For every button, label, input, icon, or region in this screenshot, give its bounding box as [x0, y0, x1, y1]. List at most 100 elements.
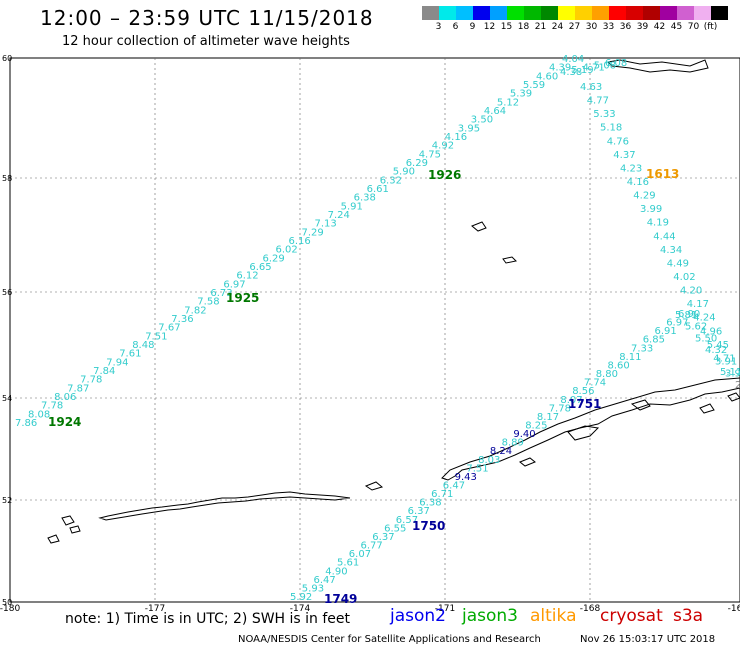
altika-wave-value: 4.34 — [660, 245, 682, 256]
jason2-wave-value: 6.55 — [384, 523, 406, 534]
aleutian-chain — [98, 491, 351, 521]
jason2-wave-value: 9.43 — [455, 472, 477, 483]
jason3-wave-value: 8.06 — [54, 392, 76, 403]
jason3-wave-value: 7.13 — [315, 219, 337, 230]
jason2-wave-value: 6.07 — [349, 549, 371, 560]
jason2-wave-value: 3.97 — [725, 368, 740, 379]
altika-wave-value: 4.29 — [633, 191, 655, 202]
jason2-wave-value: 7.74 — [584, 378, 606, 389]
color-scale-label: 27 — [568, 22, 581, 32]
jason3-wave-value: 7.78 — [80, 375, 102, 386]
jason3-wave-value: 7.86 — [15, 418, 37, 429]
color-scale-label: 33 — [602, 22, 615, 32]
island-6 — [364, 481, 384, 491]
color-scale-bar — [422, 6, 728, 20]
lon-tick-label: -174 — [290, 604, 311, 614]
color-swatch — [609, 6, 626, 20]
pass-number-label: 1751 — [568, 397, 601, 411]
altika-wave-value: 5.45 — [707, 340, 729, 351]
lat-tick-label: 60 — [2, 54, 12, 63]
jason2-wave-value: 6.47 — [314, 575, 336, 586]
jason2-wave-value: 8.56 — [572, 386, 594, 397]
island-7 — [61, 515, 75, 526]
color-swatch — [592, 6, 609, 20]
color-swatch — [660, 6, 677, 20]
pass-number-label: 1924 — [48, 415, 81, 429]
jason2-wave-value: 6.37 — [408, 506, 430, 517]
jason2-wave-value: 5.93 — [302, 583, 324, 594]
color-scale-label: 21 — [534, 22, 547, 32]
jason2-wave-value: 8.17 — [537, 412, 559, 423]
color-swatch — [507, 6, 524, 20]
jason2-wave-value: 8.89 — [502, 438, 524, 449]
jason2-wave-value: 8.07 — [560, 395, 582, 406]
jason2-wave-value: 8.80 — [596, 369, 618, 380]
jason3-wave-value: 7.82 — [184, 305, 206, 316]
altika-wave-value: 4.20 — [680, 286, 702, 297]
lat-tick-label: 54 — [2, 394, 12, 403]
jason3-wave-value: 6.12 — [236, 271, 258, 282]
jason3-wave-value: 6.16 — [289, 236, 311, 247]
lon-tick-label: -180 — [0, 604, 20, 614]
altika-wave-value: 5.19 — [571, 65, 593, 76]
legend-jason3: jason3 — [462, 606, 518, 626]
island-11 — [727, 392, 740, 402]
jason3-wave-value: 4.92 — [432, 141, 454, 152]
timestamp: Nov 26 15:03:17 UTC 2018 — [580, 634, 716, 645]
island-5 — [519, 457, 536, 467]
jason3-wave-value: 8.08 — [28, 409, 50, 420]
jason2-wave-value: 7.51 — [466, 463, 488, 474]
island-3 — [567, 425, 600, 441]
altika-wave-value: 5.08 — [594, 60, 616, 71]
jason2-wave-value: 6.91 — [655, 326, 677, 337]
jason2-wave-value: 6.47 — [443, 481, 465, 492]
jason3-wave-value: 7.29 — [302, 227, 324, 238]
jason3-wave-value: 6.61 — [367, 184, 389, 195]
color-swatch — [626, 6, 643, 20]
pass-number-label: 1926 — [428, 168, 461, 182]
jason3-wave-value: 8.48 — [132, 340, 154, 351]
island-4 — [630, 399, 651, 411]
color-scale-label: 24 — [551, 22, 564, 32]
jason3-wave-value: 4.75 — [419, 149, 441, 160]
color-swatch — [677, 6, 694, 20]
pass-number-label: 1925 — [226, 291, 259, 305]
alaska-peninsula — [441, 377, 740, 481]
jason2-wave-value: 6.71 — [431, 489, 453, 500]
jason2-wave-value: 6.85 — [643, 335, 665, 346]
jason3-wave-value: 3.50 — [471, 115, 493, 126]
lat-tick-label: 52 — [2, 496, 12, 505]
altika-wave-value: 4.02 — [673, 272, 695, 283]
lon-tick-label: -16 — [728, 604, 740, 614]
color-swatch — [694, 6, 711, 20]
jason2-wave-value: 9.40 — [513, 429, 535, 440]
altika-wave-value: 4.44 — [653, 231, 675, 242]
color-swatch — [473, 6, 490, 20]
pass-number-label: 1749 — [324, 592, 357, 606]
jason2-wave-value: 5.81 — [675, 310, 697, 321]
jason2-wave-value: 6.77 — [361, 541, 383, 552]
island-9 — [69, 525, 81, 534]
jason2-wave-value: 4.90 — [325, 566, 347, 577]
jason3-wave-value: 6.29 — [406, 158, 428, 169]
jason3-wave-value: 6.32 — [380, 175, 402, 186]
island-2 — [502, 256, 518, 264]
island-10 — [699, 403, 715, 414]
jason3-wave-value: 5.12 — [497, 97, 519, 108]
jason2-wave-value: 6.90 — [678, 309, 700, 320]
altika-wave-value: 4.71 — [583, 63, 605, 74]
jason3-wave-value: 6.73 — [210, 288, 232, 299]
jason2-wave-value: 2.93 — [735, 380, 740, 391]
jason3-wave-value: 6.29 — [263, 253, 285, 264]
color-scale-label: 9 — [469, 22, 476, 32]
color-scale-label: 42 — [653, 22, 666, 32]
jason2-wave-value: 8.03 — [478, 455, 500, 466]
island-1 — [471, 221, 487, 232]
jason3-wave-value: 4.39 — [549, 63, 571, 74]
jason3-wave-value: 7.24 — [328, 210, 350, 221]
altika-wave-value: 5.18 — [600, 123, 622, 134]
legend-altika: altika — [530, 606, 577, 626]
legend-jason2: jason2 — [390, 606, 446, 626]
altika-wave-value: 4.63 — [580, 82, 602, 93]
